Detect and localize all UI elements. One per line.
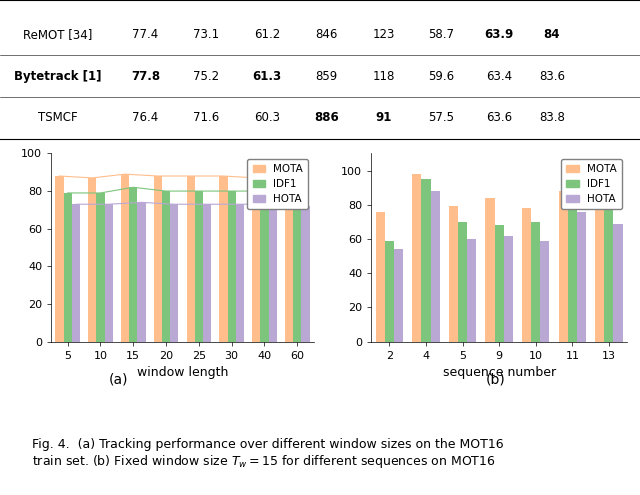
Text: 63.6: 63.6 (486, 111, 512, 124)
Bar (96, 193, 104, 342)
Text: 77.8: 77.8 (131, 70, 160, 83)
Bar (63, 193, 72, 342)
Bar (449, 206, 458, 342)
Bar (203, 204, 211, 342)
Text: Fig. 4.  (a) Tracking performance over different window sizes on the MOT16
train: Fig. 4. (a) Tracking performance over di… (32, 438, 504, 470)
Text: 118: 118 (373, 70, 395, 83)
Bar (486, 198, 495, 342)
Text: 123: 123 (373, 28, 395, 41)
Bar (121, 174, 129, 342)
Text: 886: 886 (314, 111, 339, 124)
Bar (376, 211, 385, 342)
Text: 61.2: 61.2 (254, 28, 280, 41)
Bar (614, 224, 623, 342)
Bar (186, 176, 195, 342)
Bar (504, 236, 513, 342)
Bar (269, 204, 276, 342)
Bar (568, 196, 577, 342)
Text: 58.7: 58.7 (429, 28, 454, 41)
Bar (72, 204, 80, 342)
Bar (129, 187, 138, 342)
X-axis label: sequence number: sequence number (443, 366, 556, 379)
Text: (b): (b) (486, 373, 506, 387)
Text: 60.3: 60.3 (254, 111, 280, 124)
Bar (540, 241, 550, 342)
Bar (531, 222, 540, 342)
Text: Bytetrack [1]: Bytetrack [1] (14, 70, 101, 83)
Bar (138, 202, 145, 342)
Text: ReMOT [34]: ReMOT [34] (23, 28, 92, 41)
Bar (260, 191, 269, 342)
Text: 846: 846 (316, 28, 337, 41)
Text: 73.1: 73.1 (193, 28, 220, 41)
Bar (458, 222, 467, 342)
Bar (293, 193, 301, 342)
Text: 84: 84 (544, 28, 560, 41)
Bar (220, 176, 227, 342)
Legend: MOTA, IDF1, HOTA: MOTA, IDF1, HOTA (561, 159, 622, 209)
X-axis label: window length: window length (137, 366, 228, 379)
Bar (495, 225, 504, 342)
Text: 76.4: 76.4 (132, 111, 159, 124)
Bar (467, 239, 476, 342)
Text: (a): (a) (109, 373, 128, 387)
Bar (604, 201, 614, 342)
Bar (394, 249, 403, 342)
Bar (236, 204, 244, 342)
Bar (55, 176, 63, 342)
Bar (431, 191, 440, 342)
Bar (422, 179, 431, 342)
Text: 63.9: 63.9 (484, 28, 514, 41)
Bar (412, 174, 422, 342)
Bar (252, 178, 260, 342)
Text: 77.4: 77.4 (132, 28, 159, 41)
Bar (227, 191, 236, 342)
Bar (385, 241, 394, 342)
Bar (162, 191, 170, 342)
Text: 83.8: 83.8 (539, 111, 565, 124)
Text: TSMCF: TSMCF (38, 111, 77, 124)
Text: 83.6: 83.6 (539, 70, 565, 83)
Text: 859: 859 (316, 70, 337, 83)
Bar (577, 211, 586, 342)
Text: 61.3: 61.3 (253, 70, 282, 83)
Text: 59.6: 59.6 (429, 70, 454, 83)
Bar (559, 191, 568, 342)
Text: 75.2: 75.2 (193, 70, 220, 83)
Text: 63.4: 63.4 (486, 70, 512, 83)
Text: 71.6: 71.6 (193, 111, 220, 124)
Text: 57.5: 57.5 (429, 111, 454, 124)
Bar (195, 191, 203, 342)
Bar (301, 206, 310, 342)
Bar (595, 193, 604, 342)
Bar (104, 204, 113, 342)
Legend: MOTA, IDF1, HOTA: MOTA, IDF1, HOTA (248, 159, 308, 209)
Bar (170, 204, 179, 342)
Text: 91: 91 (376, 111, 392, 124)
Bar (285, 178, 293, 342)
Bar (154, 176, 162, 342)
Bar (88, 178, 96, 342)
Bar (522, 208, 531, 342)
